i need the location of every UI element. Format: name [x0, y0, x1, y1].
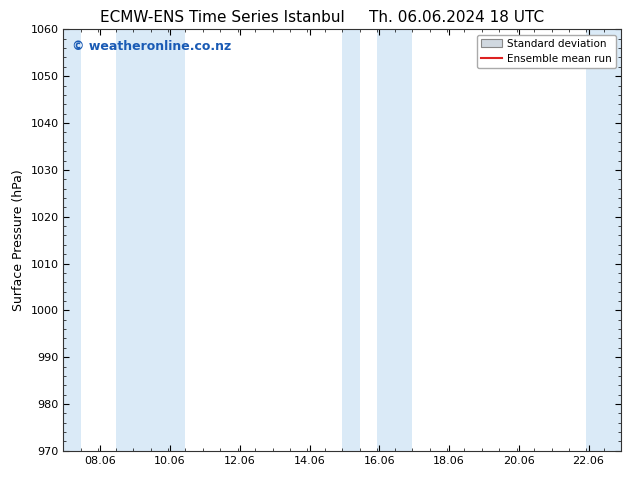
- Text: Th. 06.06.2024 18 UTC: Th. 06.06.2024 18 UTC: [369, 10, 544, 25]
- Bar: [342, 29, 360, 451]
- Bar: [116, 29, 185, 451]
- Text: © weatheronline.co.nz: © weatheronline.co.nz: [72, 40, 231, 53]
- Legend: Standard deviation, Ensemble mean run: Standard deviation, Ensemble mean run: [477, 35, 616, 68]
- Bar: [586, 29, 621, 451]
- Y-axis label: Surface Pressure (hPa): Surface Pressure (hPa): [12, 169, 25, 311]
- Text: ECMW-ENS Time Series Istanbul: ECMW-ENS Time Series Istanbul: [100, 10, 344, 25]
- Bar: [63, 29, 81, 451]
- Bar: [377, 29, 412, 451]
